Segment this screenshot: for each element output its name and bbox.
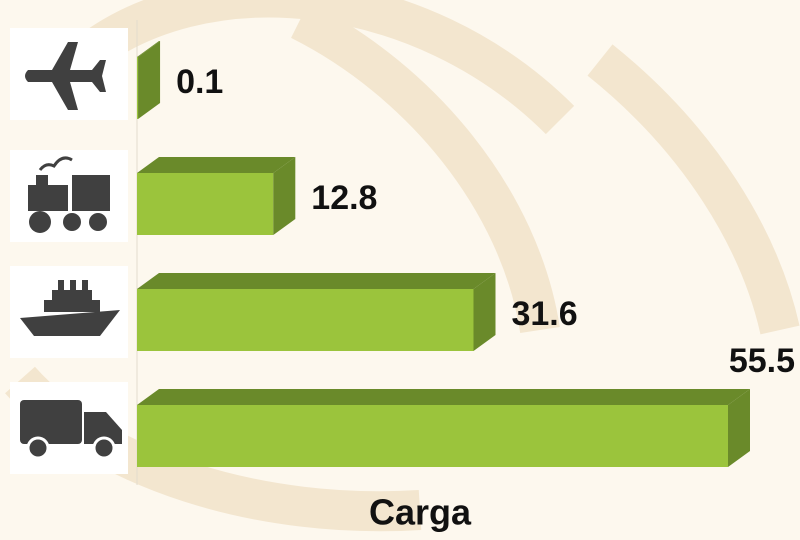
train-icon bbox=[28, 156, 110, 233]
bar bbox=[137, 405, 728, 467]
bar bbox=[137, 57, 139, 119]
bar-side bbox=[138, 41, 161, 119]
bar-side bbox=[273, 157, 296, 235]
watermark bbox=[5, 0, 800, 532]
value-label: 55.5 bbox=[729, 342, 795, 380]
bar-side bbox=[473, 273, 496, 351]
bar-top bbox=[137, 389, 750, 405]
truck-icon bbox=[20, 400, 122, 460]
value-label: 0.1 bbox=[176, 63, 223, 101]
bar-top bbox=[137, 157, 296, 173]
value-label: 12.8 bbox=[311, 179, 377, 217]
plane-icon bbox=[25, 42, 106, 110]
bar bbox=[137, 289, 474, 351]
chart-title: Carga bbox=[369, 492, 472, 533]
bar-top bbox=[137, 41, 161, 57]
bar-side bbox=[728, 389, 750, 467]
bar-top bbox=[137, 273, 496, 289]
bar bbox=[137, 173, 274, 235]
ship-icon bbox=[20, 280, 120, 336]
icons bbox=[10, 28, 128, 474]
value-label: 31.6 bbox=[511, 295, 577, 333]
